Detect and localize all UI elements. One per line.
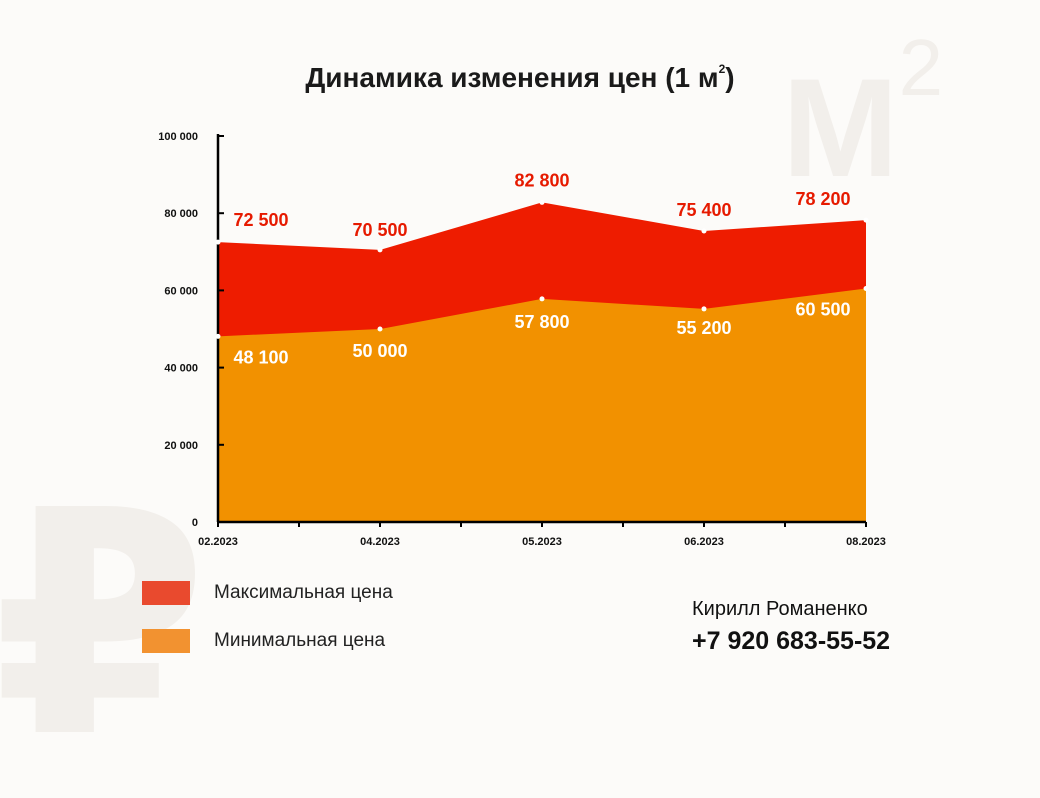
x-tick-label: 08.2023 [846, 536, 886, 548]
data-label-min: 57 800 [514, 312, 569, 332]
data-label-min: 60 500 [795, 299, 850, 319]
data-label-min: 50 000 [352, 341, 407, 361]
data-label-max: 72 500 [233, 210, 288, 230]
data-label-min: 55 200 [676, 318, 731, 338]
data-label-min: 48 100 [233, 347, 288, 367]
y-tick-label: 20 000 [164, 440, 198, 452]
data-point-min [701, 306, 707, 312]
data-label-max: 82 800 [514, 170, 569, 190]
x-tick-label: 06.2023 [684, 536, 724, 548]
data-point-max [863, 217, 869, 223]
data-point-max [215, 239, 221, 245]
data-point-min [539, 296, 545, 302]
legend-item-max: Максимальная цена [142, 580, 393, 606]
legend-label-min: Минимальная цена [214, 630, 386, 651]
y-tick-label: 40 000 [164, 363, 198, 375]
series-area-min [218, 288, 866, 522]
data-point-max [539, 199, 545, 205]
data-point-max [377, 247, 383, 253]
contact-block: Кирилл Романенко +7 920 683-55-52 [692, 598, 890, 656]
legend: Максимальная цена Минимальная цена [142, 580, 393, 676]
legend-swatch-max [142, 581, 190, 605]
legend-label-max: Максимальная цена [214, 582, 393, 603]
data-label-max: 70 500 [352, 220, 407, 240]
data-point-min [377, 326, 383, 332]
legend-item-min: Минимальная цена [142, 628, 393, 654]
x-tick-label: 02.2023 [198, 536, 238, 548]
y-tick-label: 80 000 [164, 208, 198, 220]
data-point-min [215, 333, 221, 339]
chart-title: Динамика изменения цен (1 м2) [305, 61, 735, 93]
contact-name: Кирилл Романенко [692, 598, 868, 620]
data-point-max [701, 228, 707, 234]
area-chart: 0 20 000 40 000 60 000 80 000 100 000 02.2023 0… [158, 131, 886, 548]
x-tick-label: 04.2023 [360, 536, 400, 548]
y-tick-label: 0 [192, 517, 198, 529]
y-tick-label: 100 000 [158, 131, 198, 143]
y-tick-label: 60 000 [164, 285, 198, 297]
data-label-max: 75 400 [676, 200, 731, 220]
legend-swatch-min [142, 629, 190, 653]
data-point-min [863, 285, 869, 291]
contact-phone: +7 920 683-55-52 [692, 627, 891, 655]
x-tick-label: 05.2023 [522, 536, 562, 548]
data-label-max: 78 200 [795, 189, 850, 209]
